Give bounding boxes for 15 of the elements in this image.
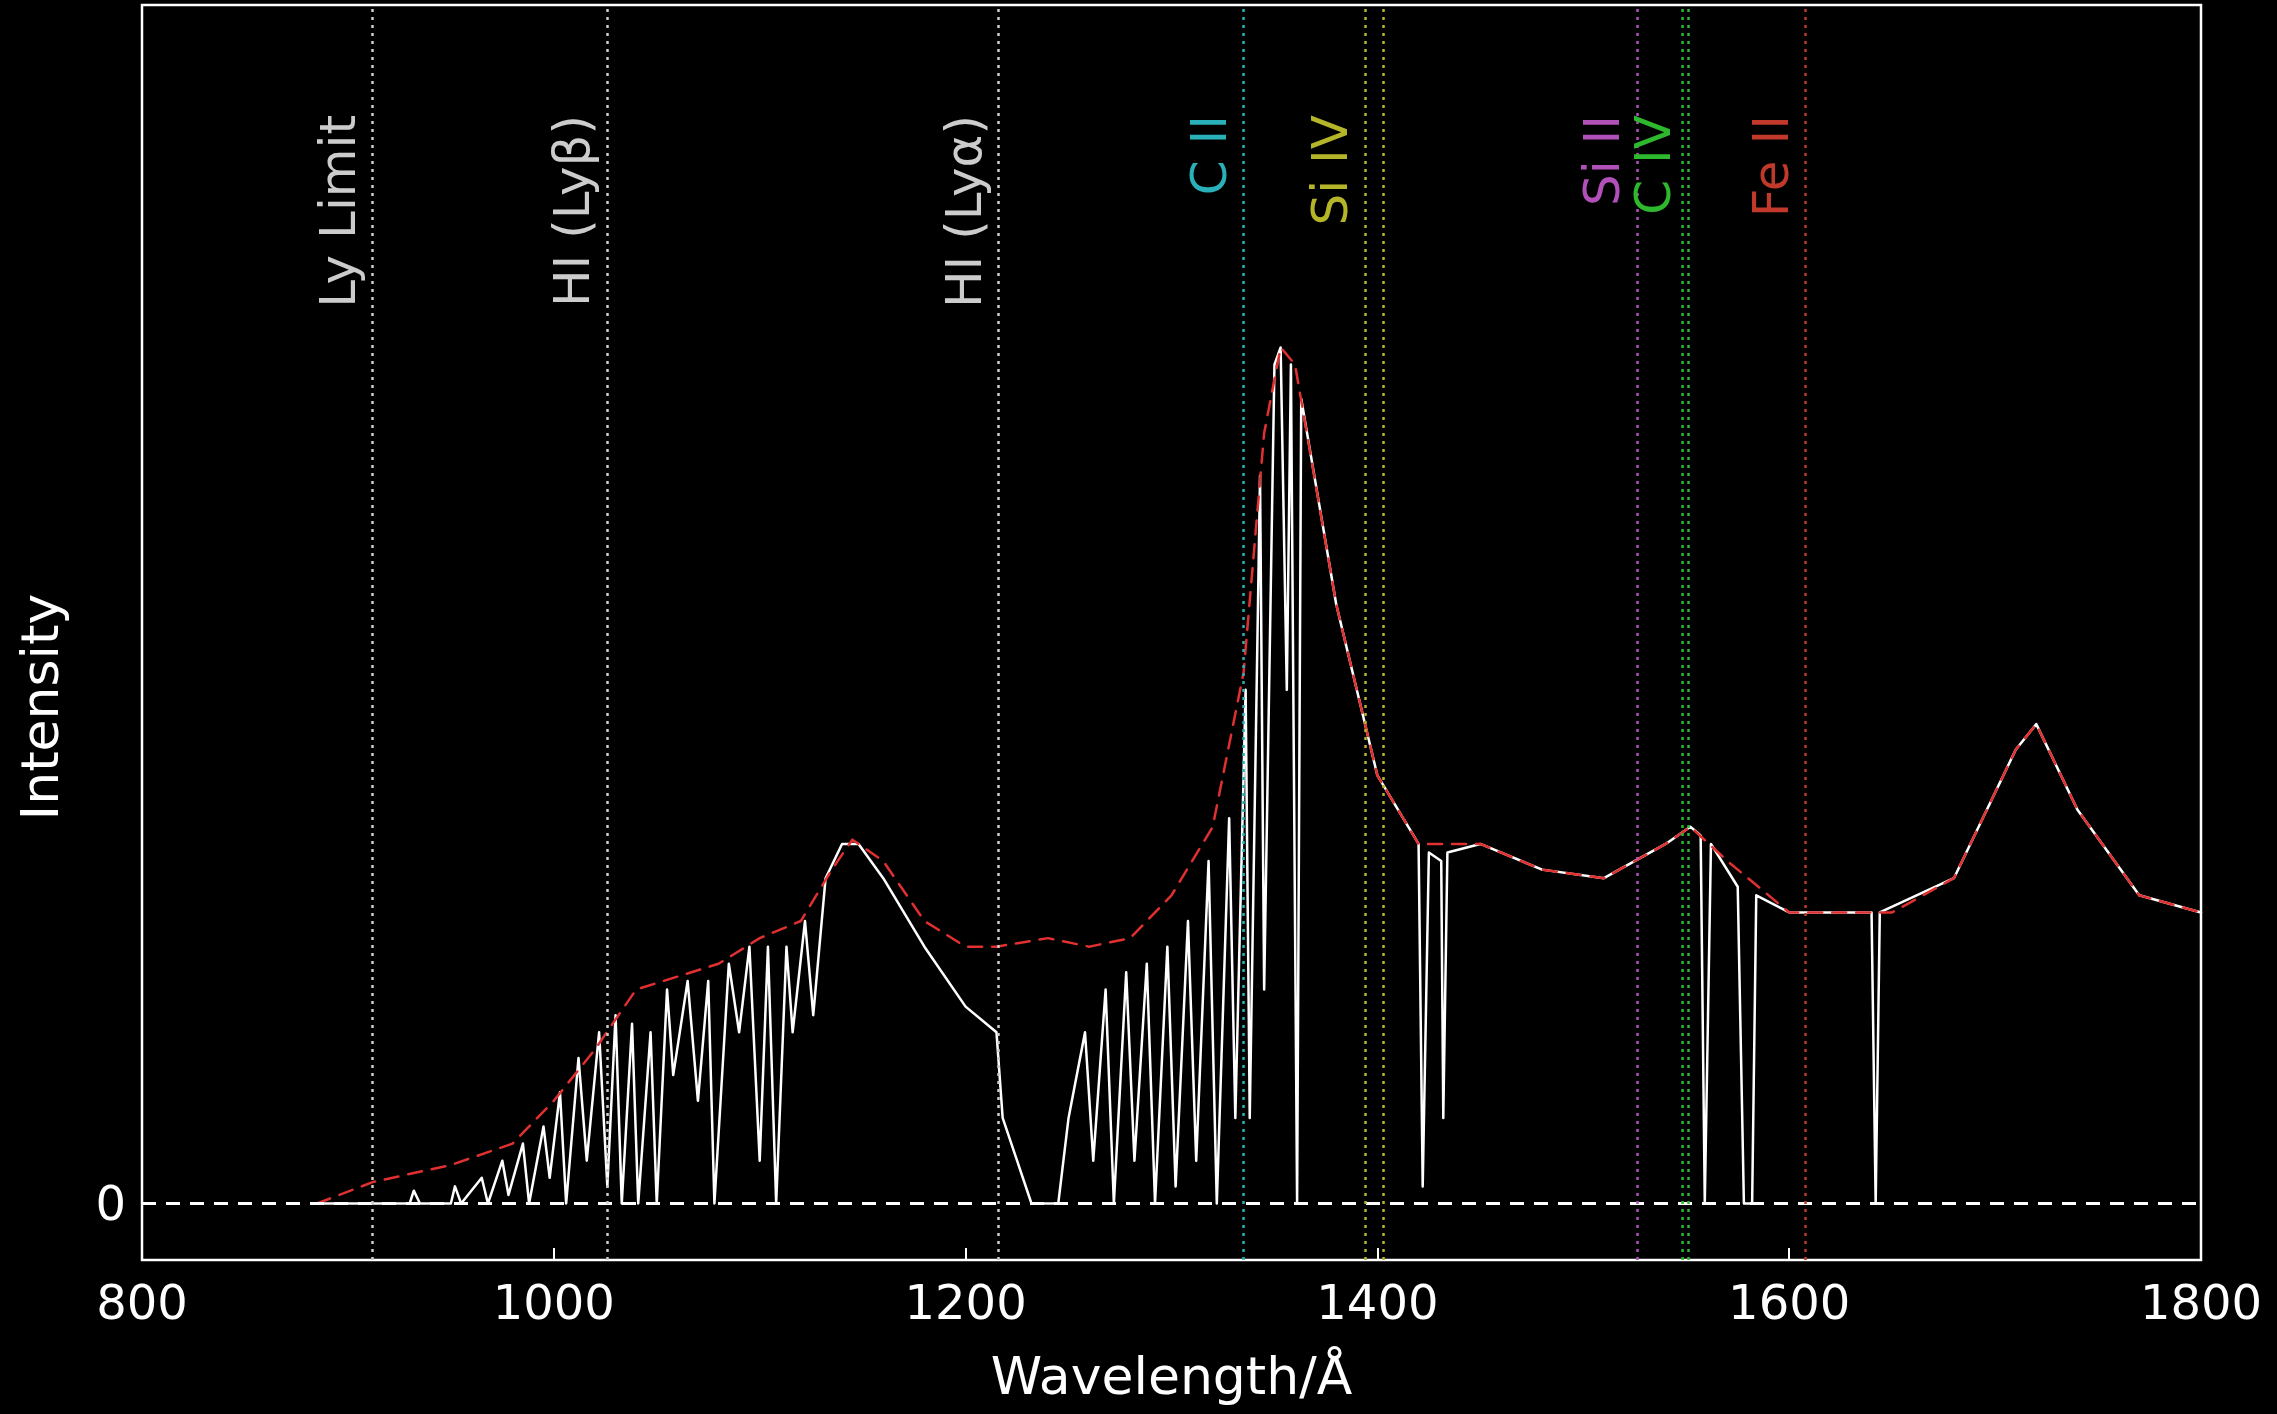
- x-tick-label: 1600: [1728, 1274, 1851, 1330]
- x-tick-label: 1000: [492, 1274, 615, 1330]
- ref-line-label: Fe II: [1741, 115, 1800, 218]
- x-tick-label: 1800: [2139, 1274, 2263, 1330]
- ref-line-label: Si IV: [1301, 115, 1360, 226]
- x-tick-label: 1400: [1316, 1274, 1439, 1330]
- ref-line-label: HI (Lyβ): [543, 115, 602, 308]
- ref-line-label: 0: [95, 1175, 126, 1232]
- ref-line-label: HI (Lyα): [934, 115, 993, 309]
- ref-line-label: C II: [1179, 115, 1238, 196]
- x-tick-label: 800: [96, 1274, 188, 1330]
- x-axis-title: Wavelength/Å: [990, 1345, 1353, 1406]
- y-axis-title: Intensity: [10, 593, 70, 821]
- x-tick-label: 1200: [904, 1274, 1027, 1330]
- ref-line-label: Ly Limit: [308, 115, 367, 308]
